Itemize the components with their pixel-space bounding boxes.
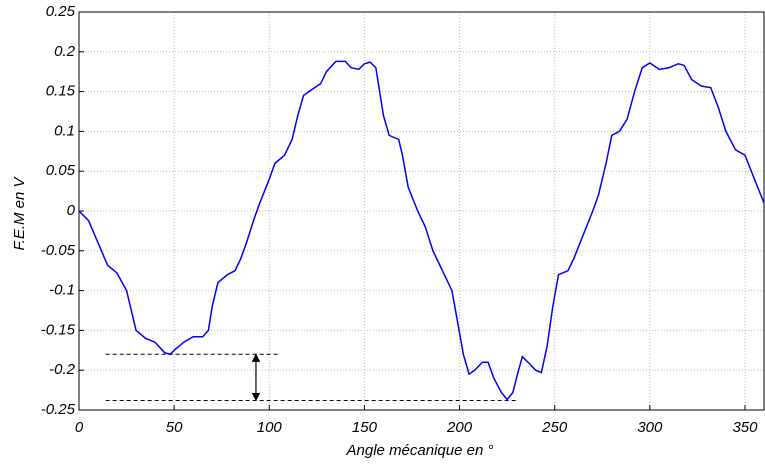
x-tick-label: 0 [75,419,84,436]
y-tick-label: -0.1 [49,282,75,299]
x-axis-label: Angle mécanique en ° [346,442,494,459]
y-tick-label: -0.25 [41,401,76,418]
x-tick-label: 350 [732,419,758,436]
y-tick-label: -0.15 [41,321,76,338]
y-tick-label: 0.05 [46,162,76,179]
x-tick-label: 150 [352,419,378,436]
y-tick-label: 0.25 [46,3,76,20]
y-tick-label: 0 [67,202,76,219]
x-tick-label: 200 [446,419,473,436]
y-tick-label: -0.05 [41,242,76,259]
y-tick-label: 0.15 [46,83,76,100]
x-tick-label: 50 [166,419,183,436]
x-tick-label: 300 [637,419,663,436]
y-tick-label: 0.2 [54,43,76,60]
x-tick-label: 100 [257,419,283,436]
y-tick-label: 0.1 [54,122,75,139]
data-line [78,60,765,401]
y-tick-label: -0.2 [49,361,76,378]
y-axis-label: F.E.M en V [11,175,28,250]
x-tick-label: 250 [541,419,568,436]
